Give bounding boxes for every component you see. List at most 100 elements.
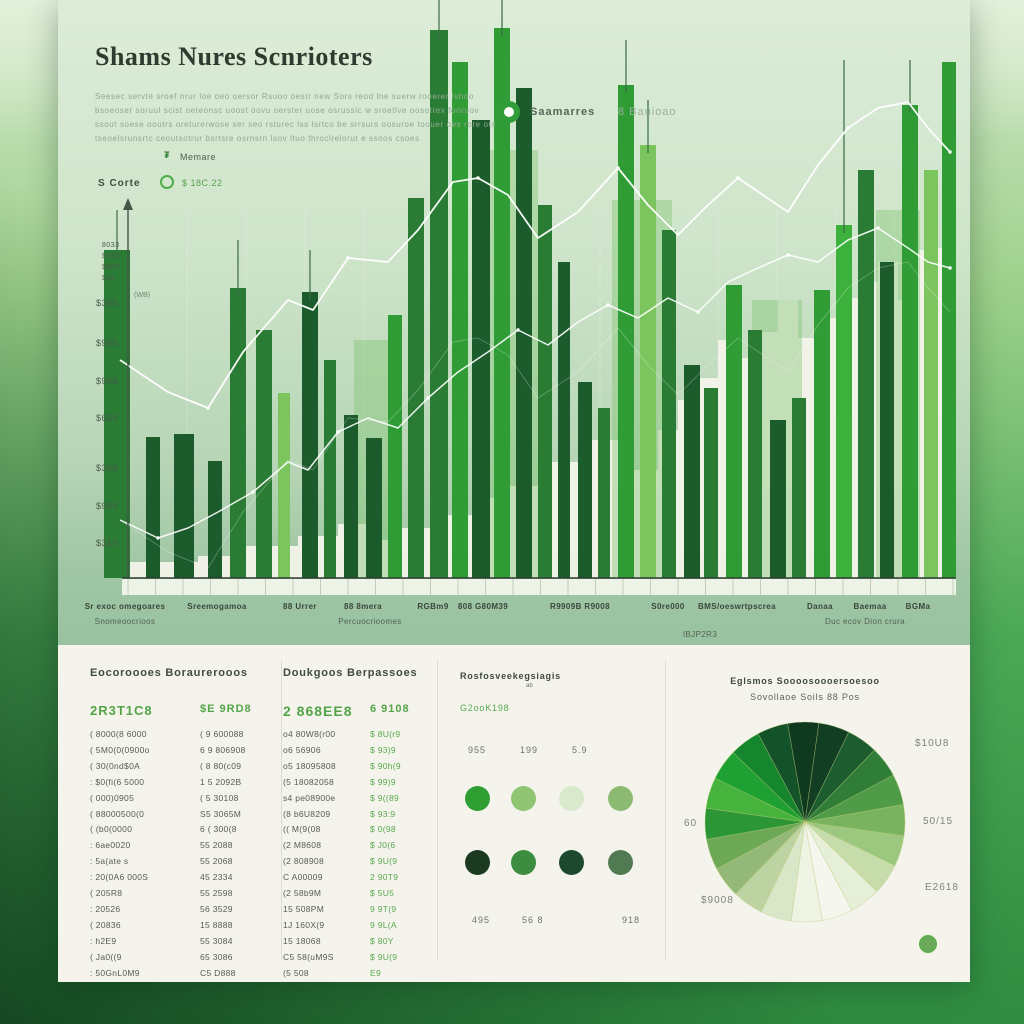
cell-value: 55 3084	[200, 935, 233, 946]
cell-name: o4 80W8(r00	[283, 729, 336, 739]
x-axis-label: Duc ecov Dion crura	[824, 617, 906, 626]
dot-top-label: 5.9	[572, 745, 588, 755]
table-row: (2 808908 $ 9U(9	[283, 856, 397, 866]
x-axis-label: S0re000	[651, 602, 685, 611]
table-row: ( 88000500(0 S5 3065M	[90, 809, 241, 819]
pie-label: $9008	[701, 895, 734, 906]
cell-name: : $0(fi(6 5000	[90, 776, 145, 787]
cell-value: $ 99)9	[370, 776, 396, 787]
cell-name: ( 8000(8 6000	[90, 729, 147, 739]
cell-name: ( 20836	[90, 919, 121, 930]
dot-top-label: 199	[520, 745, 539, 755]
table-row: (2 58b9M $ 5U5	[283, 888, 394, 898]
x-axis-label: Danaa	[806, 602, 834, 611]
table2-header-c2: 6 9108	[370, 703, 410, 715]
y-tick: $306	[95, 463, 118, 473]
stats-panel: Eocoroooes Boraurerooos 2R3T1C8 $E 9RD8 …	[58, 645, 970, 982]
dots-panel-title-sub: ab	[526, 683, 533, 689]
cell-name: ( 000)0905	[90, 792, 135, 803]
cell-name: s4 pe08900e	[283, 792, 336, 803]
cell-value: ( 5 30108	[200, 792, 239, 803]
dot-top-label: 955	[468, 745, 487, 755]
table-row: ( 20836 15 8888	[90, 919, 233, 930]
dots-panel-title: Rosfosveekegsiagis	[460, 671, 561, 681]
x-axis-label: R9909B R9008	[550, 602, 610, 611]
cell-value: 15 8888	[200, 919, 233, 930]
table-row: : 5a(ate s 55 2068	[90, 856, 233, 867]
cell-name: ( 5M0(0(0900o	[90, 744, 150, 755]
table-row: ( 30(0nd$0A ( 8 80(c09	[90, 760, 241, 771]
cell-name: o6 56906	[283, 744, 321, 755]
table-row: : h2E9 55 3084	[90, 936, 233, 946]
cell-name: : 50GnL0M9	[90, 967, 140, 978]
dashboard-card: Shams Nures Scnrioters Seesec servte sro…	[58, 0, 970, 982]
y-axis-cluster: 8033 $911 $4K0 $42	[102, 240, 120, 284]
table-row: : 20526 56 3529	[90, 903, 233, 914]
cell-name: o5 18095808	[283, 760, 336, 771]
dots-panel-green-sub: G2ooK198	[460, 703, 510, 713]
cell-value: $ 90h(9	[370, 760, 401, 771]
stock-chart-panel: Shams Nures Scnrioters Seesec servte sro…	[58, 0, 970, 645]
cell-name: : 20526	[90, 903, 121, 914]
table-row: o6 56906 $ 93)9	[283, 744, 396, 755]
x-axis-label: Percuocrioomes	[338, 617, 402, 626]
x-axis-label: IBJP2R3	[682, 630, 718, 639]
table-row: ( (b0(0000 6 ( 300(8	[90, 824, 236, 834]
cell-name: ( 30(0nd$0A	[90, 760, 141, 771]
memare-icon: ₮	[164, 150, 170, 160]
divider	[665, 660, 666, 960]
cell-name: 15 508PM	[283, 903, 325, 914]
table1-header-c2: $E 9RD8	[200, 703, 252, 715]
dot-bottom-label: 56 8	[522, 915, 544, 925]
y-tick: $905	[95, 501, 118, 511]
pie-title-line2: Sovollaoe Soils 88 Pos	[750, 692, 860, 702]
matrix-dot	[559, 786, 584, 811]
table-row: (2 M8608 $ J0(6	[283, 840, 395, 851]
divider	[281, 660, 282, 960]
pie-title-line1: Eglsmos Soooosoooersoesoo	[730, 676, 880, 686]
legend-value-label: 8 Bauioao	[618, 106, 677, 118]
cell-value: 45 2334	[200, 872, 233, 883]
x-axis-label: 88 Urrer	[283, 602, 317, 611]
cell-name: (( M(9(08	[283, 824, 321, 835]
pie-label: E2618	[925, 882, 959, 893]
pie-label: 60	[684, 818, 698, 829]
table-row: (5 508 E9	[283, 968, 381, 978]
matrix-dot	[608, 786, 633, 811]
table-row: 15 18068 $ 80Y	[283, 936, 393, 946]
cell-name: (2 M8608	[283, 840, 322, 851]
divider	[437, 660, 438, 960]
cell-name: (5 18082058	[283, 776, 335, 787]
cell-value: 55 2068	[200, 856, 233, 867]
y-tick: $305	[95, 298, 118, 308]
matrix-dot	[608, 850, 633, 875]
table-row: ( 000)0905 ( 5 30108	[90, 792, 238, 803]
cell-name: : 5a(ate s	[90, 856, 129, 867]
table-row: (( M(9(08 $ 0(98	[283, 824, 396, 835]
x-axis-label: RGBm9	[417, 602, 449, 611]
table-row: : 20(0A6 000S 45 2334	[90, 872, 233, 882]
cell-value: ( 9 600088	[200, 729, 244, 739]
x-axis-label: Sreemogamoa	[187, 602, 247, 611]
cell-value: $ 5U5	[370, 888, 395, 898]
table1-header-c1: 2R3T1C8	[90, 703, 153, 718]
cell-value: 55 2598	[200, 888, 233, 898]
cell-value: $ 8U(r9	[370, 729, 401, 739]
cell-value: 6 ( 300(8	[200, 824, 237, 835]
table-row: 1J 160X(9 9 9L(A	[283, 919, 397, 930]
cell-value: $ J0(6	[370, 840, 396, 851]
legend-series-label: Saamarres	[530, 106, 596, 118]
table-row: (8 b6U8209 $ 93:9	[283, 809, 395, 819]
cell-value: $ 80Y	[370, 935, 394, 946]
cell-value: $ 9U(9	[370, 856, 398, 867]
table2-title: Doukgoos Berpassoes	[283, 667, 418, 679]
matrix-dot	[511, 850, 536, 875]
cell-name: ( Ja0((9	[90, 951, 122, 962]
table-row: o4 80W8(r00 $ 8U(r9	[283, 729, 400, 739]
page-subtitle: Seesec servte sroef nrur loe oeo oersor …	[95, 92, 497, 143]
cell-name: C5 58(uM9S	[283, 951, 334, 962]
y-cluster-value: 8033	[102, 242, 120, 249]
table2-header-c1: 2 868EE8	[283, 703, 353, 719]
cell-name: 1J 160X(9	[283, 919, 325, 930]
table-row: ( Ja0((9 65 3086	[90, 951, 233, 962]
